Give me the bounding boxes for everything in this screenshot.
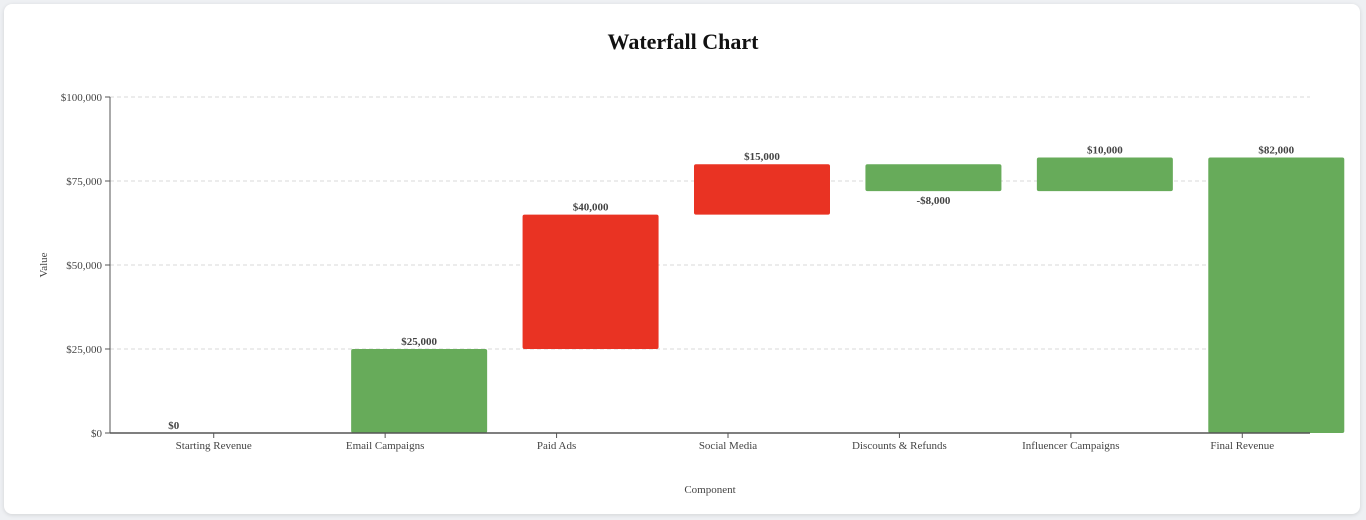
x-tick-label: Email Campaigns	[346, 440, 425, 452]
y-tick-label: $100,000	[61, 92, 103, 104]
axes: $0 $25,000 $50,000 $75,000 $100,000 Starting …	[61, 92, 1310, 452]
chart-card	[4, 4, 1360, 514]
bar	[351, 349, 488, 433]
x-tick-label: Final Revenue	[1210, 440, 1274, 452]
bar	[694, 164, 830, 215]
bar	[1036, 157, 1173, 192]
bar	[865, 164, 1002, 192]
data-label: $40,000	[573, 202, 609, 214]
x-axis-title: Component	[684, 484, 735, 496]
chart-title: Waterfall Chart	[608, 29, 760, 54]
data-label: $25,000	[401, 336, 437, 348]
x-tick-label: Paid Ads	[537, 440, 576, 452]
x-tick-label: Influencer Campaigns	[1022, 440, 1119, 452]
data-label: -$8,000	[916, 195, 950, 207]
y-tick-label: $0	[91, 428, 103, 440]
y-tick-label: $25,000	[66, 344, 102, 356]
data-label: $10,000	[1087, 144, 1123, 156]
x-tick-label: Discounts & Refunds	[852, 440, 947, 452]
y-tick-label: $50,000	[66, 260, 102, 272]
bars	[351, 157, 1345, 434]
data-label: $15,000	[744, 151, 780, 163]
data-label: $82,000	[1258, 144, 1294, 156]
y-axis-title: Value	[38, 252, 50, 277]
grid-lines	[110, 96, 1310, 350]
bar	[522, 214, 659, 349]
data-label: $0	[168, 420, 180, 432]
y-tick-label: $75,000	[66, 176, 102, 188]
bar	[1208, 157, 1345, 434]
x-tick-label: Social Media	[699, 440, 757, 452]
x-tick-label: Starting Revenue	[176, 440, 252, 452]
data-labels: $0 $25,000 $40,000 $15,000 -$8,000 $10,000 $82…	[168, 144, 1294, 432]
